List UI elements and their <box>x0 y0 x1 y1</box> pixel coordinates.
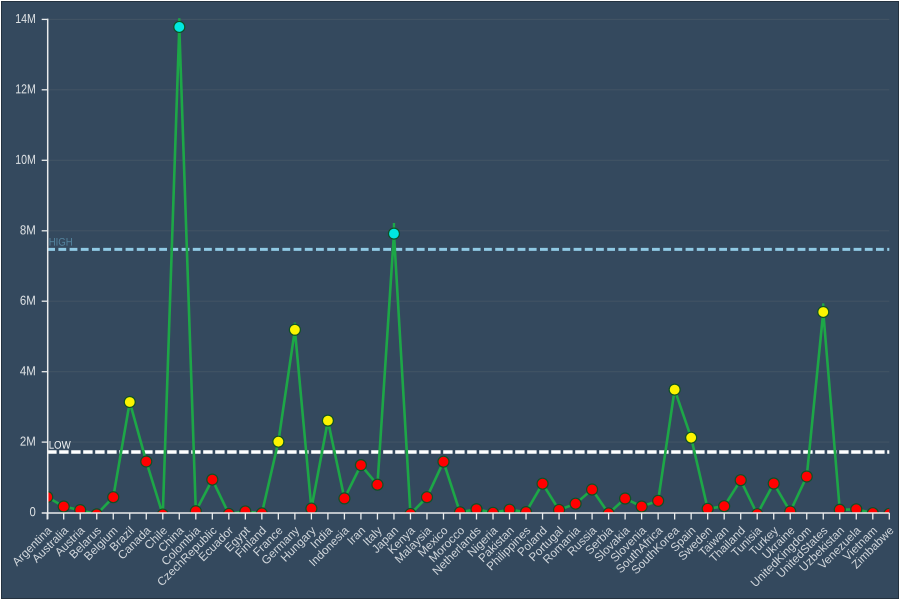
svg-text:8M: 8M <box>20 222 36 237</box>
svg-text:10M: 10M <box>15 152 36 167</box>
svg-text:0: 0 <box>29 504 35 519</box>
svg-text:2M: 2M <box>20 434 36 449</box>
svg-text:HIGH: HIGH <box>49 237 73 249</box>
svg-text:12M: 12M <box>15 81 36 96</box>
svg-text:6M: 6M <box>20 293 36 308</box>
svg-text:LOW: LOW <box>49 440 72 452</box>
svg-text:14M: 14M <box>15 11 36 26</box>
svg-text:4M: 4M <box>20 363 36 378</box>
